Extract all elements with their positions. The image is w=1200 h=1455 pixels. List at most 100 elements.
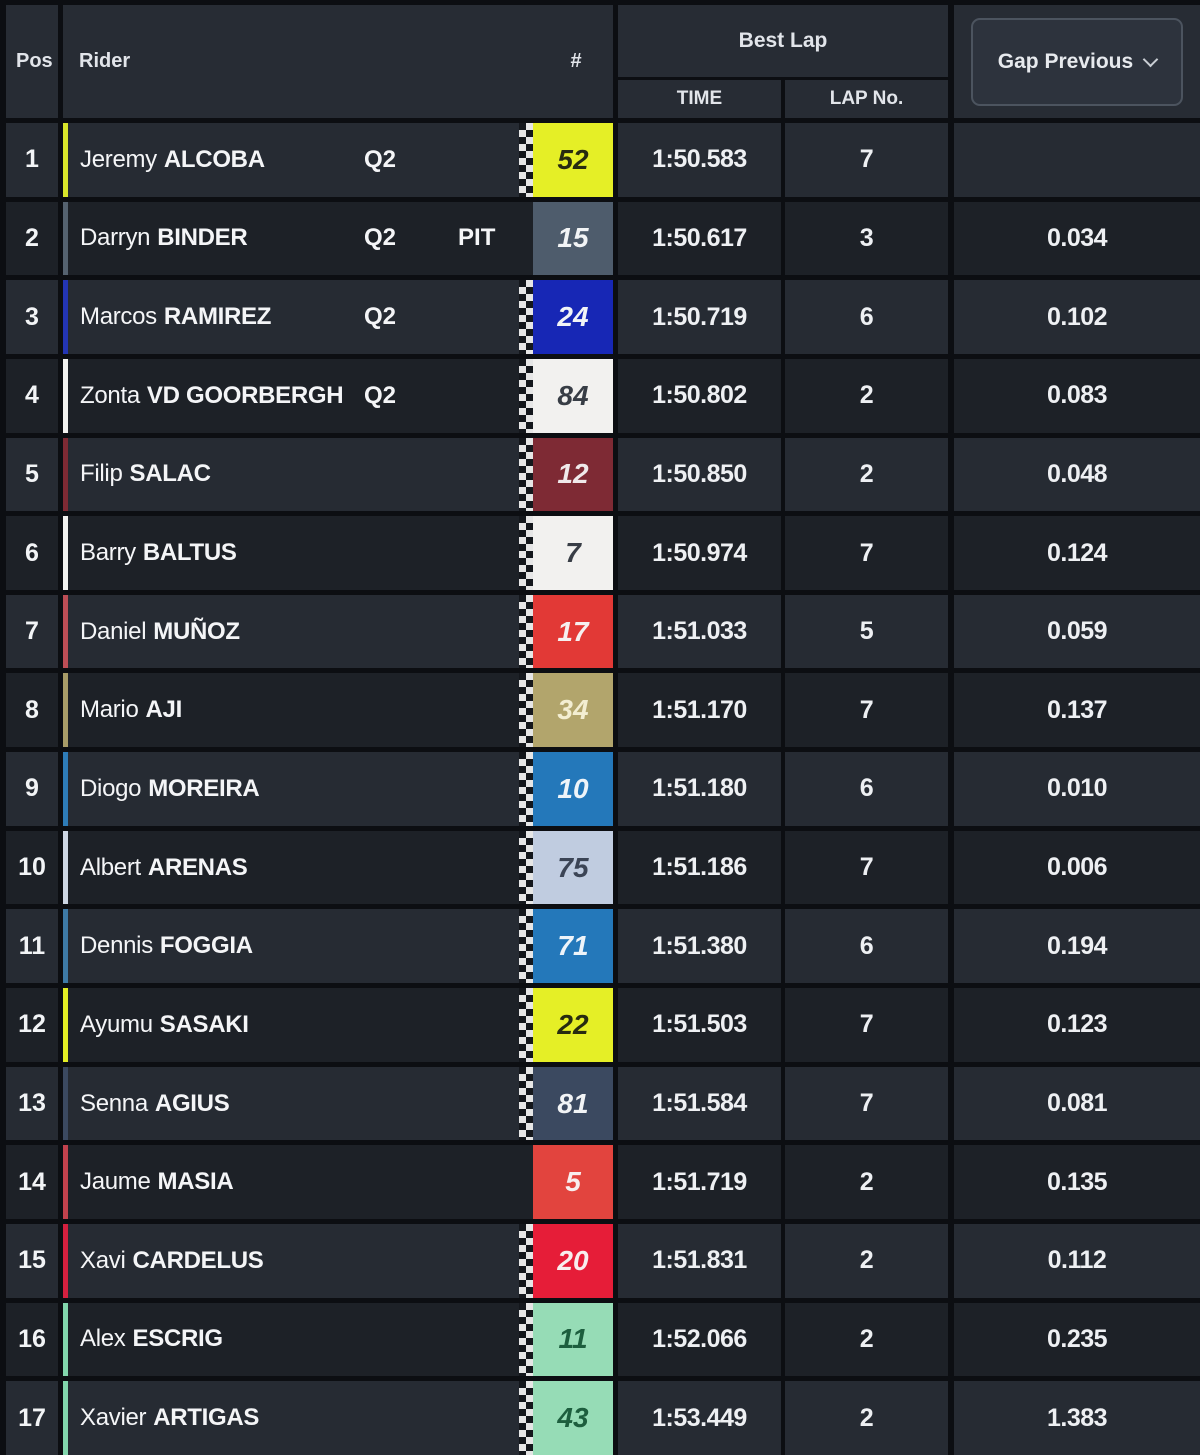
column-header-number: # bbox=[570, 50, 582, 72]
table-row[interactable]: 12 Ayumu SASAKI 22 1:51.503 7 0.123 bbox=[6, 983, 1200, 1062]
rider-number-plate: 52 bbox=[533, 123, 613, 197]
rider-cell: Marcos RAMIREZ Q2 bbox=[58, 280, 519, 354]
gap-previous-label: Gap Previous bbox=[997, 49, 1134, 73]
position: 3 bbox=[25, 302, 39, 331]
rider-cell: Alex ESCRIG bbox=[58, 1302, 519, 1377]
position: 6 bbox=[25, 538, 39, 567]
table-row[interactable]: 14 Jaume MASIA 5 1:51.719 2 0.135 bbox=[6, 1140, 1200, 1219]
rider-cell: Daniel MUÑOZ bbox=[58, 594, 519, 669]
rider-last-name: AJI bbox=[145, 696, 183, 724]
rider-cell: Barry BALTUS bbox=[58, 516, 519, 590]
rider-first-name: Xavi bbox=[80, 1246, 126, 1274]
checkered-flag-strip bbox=[519, 1223, 533, 1298]
best-lap-number: 2 bbox=[781, 358, 948, 433]
rider-first-name: Marcos bbox=[80, 303, 157, 331]
rider-name: Albert ARENAS bbox=[80, 854, 364, 882]
table-row[interactable]: 4 Zonta VD GOORBERGH Q2 84 1:50.802 2 0.… bbox=[6, 353, 1200, 433]
checkered-flag-strip bbox=[519, 358, 533, 433]
table-row[interactable]: 9 Diogo MOREIRA 10 1:51.180 6 0.010 bbox=[6, 747, 1200, 826]
table-row[interactable]: 5 Filip SALAC 12 1:50.850 2 0.048 bbox=[6, 432, 1200, 512]
position: 17 bbox=[18, 1403, 46, 1432]
pit-badge: PIT bbox=[458, 224, 496, 252]
table-row[interactable]: 3 Marcos RAMIREZ Q2 24 1:50.719 6 0.102 bbox=[6, 275, 1200, 354]
column-header-lap-no: LAP No. bbox=[781, 80, 948, 118]
table-row[interactable]: 6 Barry BALTUS 7 1:50.974 7 0.124 bbox=[6, 511, 1200, 590]
best-lap-time: 1:51.831 bbox=[613, 1223, 781, 1298]
best-lap-time: 1:51.033 bbox=[613, 594, 781, 669]
rider-last-name: BINDER bbox=[157, 224, 248, 252]
rider-number-plate: 43 bbox=[533, 1381, 613, 1455]
rider-cell: Jeremy ALCOBA Q2 bbox=[58, 123, 519, 197]
position: 5 bbox=[25, 459, 39, 488]
team-color-bar bbox=[63, 201, 68, 276]
team-color-bar bbox=[63, 358, 68, 433]
table-row[interactable]: 7 Daniel MUÑOZ 17 1:51.033 5 0.059 bbox=[6, 589, 1200, 669]
rider-number-plate: 7 bbox=[533, 516, 613, 590]
gap-previous-value: 0.083 bbox=[948, 358, 1200, 433]
checkered-flag-strip bbox=[519, 516, 533, 590]
position: 16 bbox=[18, 1324, 46, 1353]
rider-number-plate: 71 bbox=[533, 909, 613, 984]
gap-previous-value: 0.006 bbox=[948, 830, 1200, 905]
gap-previous-value: 0.048 bbox=[948, 437, 1200, 512]
table-row[interactable]: 15 Xavi CARDELUS 20 1:51.831 2 0.112 bbox=[6, 1218, 1200, 1298]
position: 13 bbox=[18, 1089, 46, 1117]
best-lap-time: 1:50.583 bbox=[613, 123, 781, 197]
rider-name: Diogo MOREIRA bbox=[80, 775, 364, 803]
rider-name: Zonta VD GOORBERGH bbox=[80, 382, 364, 410]
rider-first-name: Albert bbox=[80, 853, 141, 881]
position: 14 bbox=[18, 1167, 46, 1196]
gap-previous-value: 0.081 bbox=[948, 1066, 1200, 1141]
checkered-flag-strip bbox=[519, 830, 533, 905]
table-row[interactable]: 16 Alex ESCRIG 11 1:52.066 2 0.235 bbox=[6, 1297, 1200, 1377]
gap-previous-value: 0.124 bbox=[948, 516, 1200, 590]
table-body: 1 Jeremy ALCOBA Q2 52 1:50.583 7 2 D bbox=[6, 118, 1200, 1455]
rider-number-plate: 15 bbox=[533, 201, 613, 276]
team-color-bar bbox=[63, 1223, 68, 1298]
table-row[interactable]: 8 Mario AJI 34 1:51.170 7 0.137 bbox=[6, 668, 1200, 748]
table-row[interactable]: 11 Dennis FOGGIA 71 1:51.380 6 0.194 bbox=[6, 904, 1200, 984]
rider-last-name: FOGGIA bbox=[159, 932, 253, 960]
gap-previous-value: 0.137 bbox=[948, 673, 1200, 748]
table-row[interactable]: 2 Darryn BINDER Q2 PIT 15 1:50.617 3 0.0… bbox=[6, 196, 1200, 276]
checkered-flag-strip bbox=[519, 1381, 533, 1455]
rider-cell: Ayumu SASAKI bbox=[58, 988, 519, 1062]
team-color-bar bbox=[63, 1302, 68, 1377]
rider-cell: Xavi CARDELUS bbox=[58, 1223, 519, 1298]
gap-previous-dropdown[interactable]: Gap Previous bbox=[971, 17, 1183, 106]
rider-first-name: Dennis bbox=[80, 932, 153, 960]
best-lap-number: 2 bbox=[781, 1302, 948, 1377]
rider-name: Barry BALTUS bbox=[80, 539, 364, 567]
table-row[interactable]: 13 Senna AGIUS 81 1:51.584 7 0.081 bbox=[6, 1061, 1200, 1141]
checkered-flag-strip bbox=[519, 1302, 533, 1377]
rider-last-name: ARTIGAS bbox=[153, 1404, 260, 1432]
table-header: Pos Rider # Best Lap TIME LAP No. Gap Pr… bbox=[6, 5, 1200, 118]
rider-last-name: ESCRIG bbox=[132, 1325, 224, 1353]
team-color-bar bbox=[63, 1066, 68, 1141]
best-lap-number: 2 bbox=[781, 437, 948, 512]
checkered-flag-strip bbox=[519, 280, 533, 354]
team-color-bar bbox=[63, 437, 68, 512]
team-color-bar bbox=[63, 1381, 68, 1455]
best-lap-subheader: TIME LAP No. bbox=[618, 77, 948, 118]
position: 4 bbox=[25, 381, 39, 410]
checkered-flag-strip bbox=[519, 202, 533, 276]
table-row[interactable]: 17 Xavier ARTIGAS 43 1:53.449 2 1.383 bbox=[6, 1376, 1200, 1455]
team-color-bar bbox=[63, 123, 68, 197]
checkered-flag-strip bbox=[519, 1145, 533, 1219]
rider-last-name: MOREIRA bbox=[148, 774, 260, 802]
column-header-gap: Gap Previous bbox=[948, 5, 1200, 118]
rider-number-plate: 81 bbox=[533, 1066, 613, 1141]
table-row[interactable]: 1 Jeremy ALCOBA Q2 52 1:50.583 7 bbox=[6, 118, 1200, 197]
rider-cell: Albert ARENAS bbox=[58, 830, 519, 905]
rider-cell: Xavier ARTIGAS bbox=[58, 1381, 519, 1455]
rider-first-name: Filip bbox=[80, 460, 123, 488]
best-lap-number: 7 bbox=[781, 123, 948, 197]
rider-last-name: RAMIREZ bbox=[163, 303, 272, 331]
position: 11 bbox=[18, 931, 46, 960]
gap-previous-value: 0.123 bbox=[948, 988, 1200, 1062]
rider-name: Dennis FOGGIA bbox=[80, 932, 364, 960]
table-row[interactable]: 10 Albert ARENAS 75 1:51.186 7 0.006 bbox=[6, 825, 1200, 905]
best-lap-number: 6 bbox=[781, 909, 948, 984]
